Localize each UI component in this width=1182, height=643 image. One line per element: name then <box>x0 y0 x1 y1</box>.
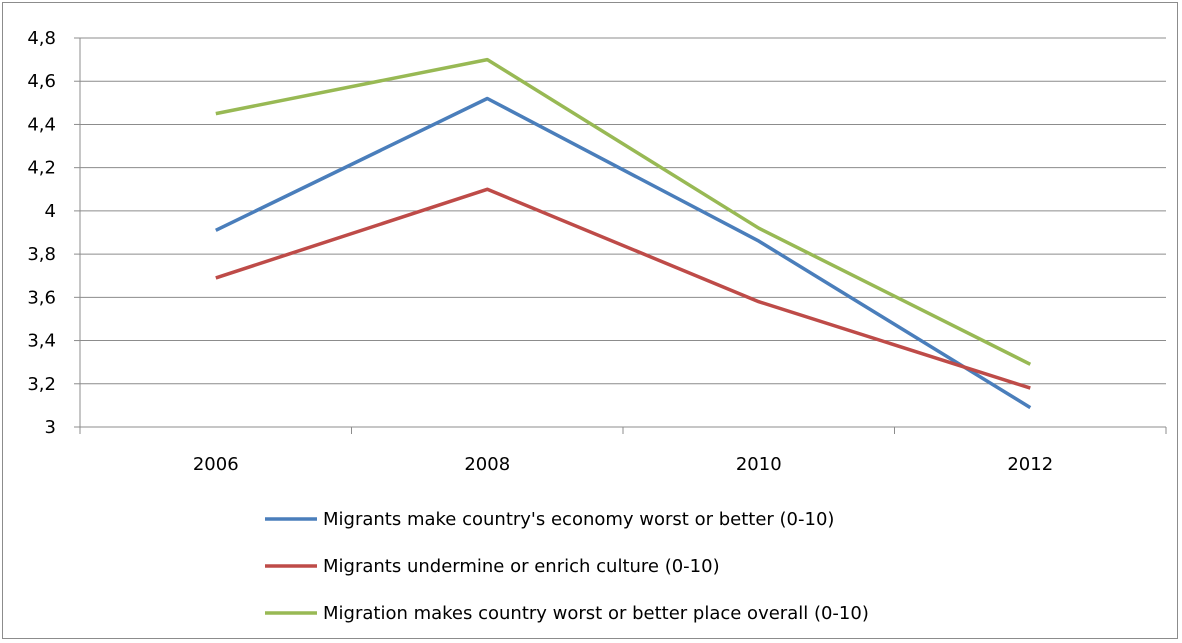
legend-label-2: Migrants undermine or enrich culture (0-… <box>323 556 720 577</box>
series-line-3 <box>215 57 1032 366</box>
y-tick-label: 4,8 <box>27 28 56 49</box>
gridlines <box>80 37 1166 385</box>
axes: 3 3,2 3,4 3,6 3,8 4 4,2 4,4 4,6 4,8 2006 2008 2010 20… <box>27 28 1167 475</box>
y-tick-label: 4,2 <box>27 158 56 179</box>
x-tick-label: 2006 <box>193 454 239 475</box>
x-tick-label: 2010 <box>736 454 782 475</box>
legend-label-3: Migration makes country worst or better … <box>323 603 869 624</box>
y-tick-label: 3,8 <box>27 244 56 265</box>
y-tick-label: 4 <box>45 201 56 222</box>
series-line-2 <box>215 187 1031 390</box>
series-line-1 <box>215 96 1032 410</box>
x-tick-label: 2012 <box>1007 454 1053 475</box>
legend-label-1: Migrants make country's economy worst or… <box>323 509 834 530</box>
y-tick-label: 4,4 <box>27 114 56 135</box>
y-tick-label: 3,6 <box>27 287 56 308</box>
legend: Migrants make country's economy worst or… <box>265 509 869 624</box>
y-tick-label: 3,4 <box>27 331 56 352</box>
y-tick-label: 3 <box>45 417 56 438</box>
y-tick-label: 3,2 <box>27 374 56 395</box>
y-tick-label: 4,6 <box>27 71 56 92</box>
series-lines <box>215 57 1032 410</box>
x-tick-label: 2008 <box>464 454 510 475</box>
